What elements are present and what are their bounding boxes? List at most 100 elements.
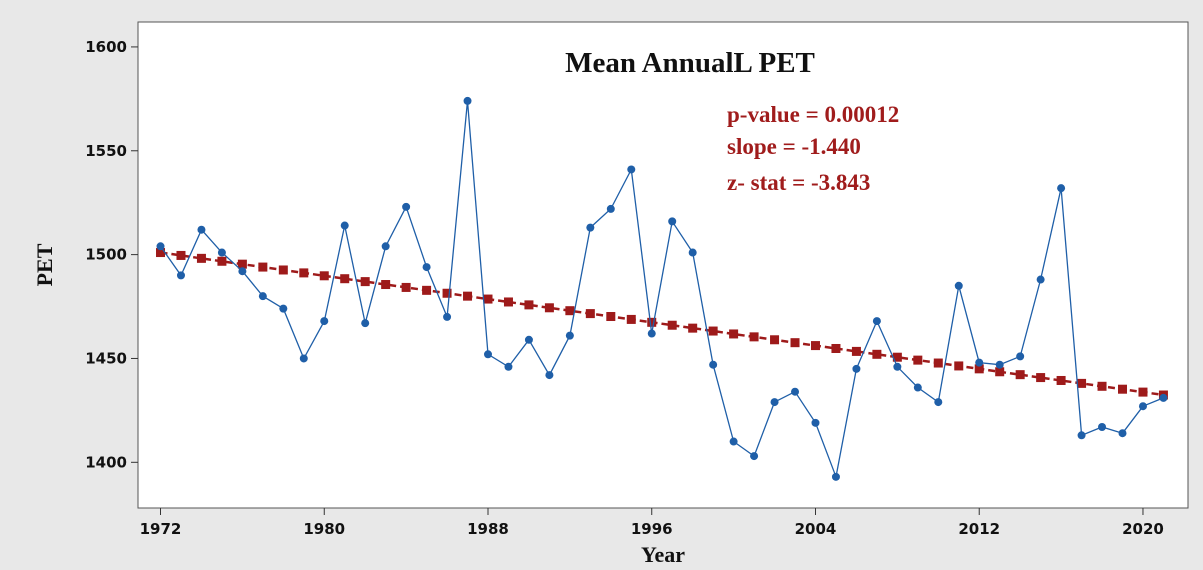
y-tick-label: 1600	[85, 38, 127, 56]
marker	[1057, 184, 1066, 193]
marker	[933, 358, 943, 368]
marker	[667, 320, 677, 330]
marker	[545, 371, 554, 380]
marker	[954, 361, 964, 371]
marker	[484, 350, 492, 359]
marker	[668, 217, 677, 226]
marker	[360, 277, 370, 287]
marker	[852, 364, 861, 373]
marker	[1056, 375, 1066, 385]
marker	[258, 292, 267, 301]
marker	[749, 332, 759, 342]
marker	[606, 204, 615, 213]
marker	[544, 303, 554, 313]
y-tick-label: 1450	[85, 349, 127, 367]
marker	[340, 221, 349, 230]
marker	[524, 335, 533, 344]
marker	[872, 317, 881, 326]
marker	[176, 250, 186, 260]
x-tick-label: 2004	[795, 520, 837, 538]
marker	[729, 329, 739, 339]
marker	[647, 317, 657, 327]
marker	[279, 304, 288, 313]
marker	[1138, 387, 1148, 397]
marker	[320, 317, 329, 326]
y-tick-label: 1400	[85, 453, 127, 471]
marker	[524, 300, 534, 310]
marker	[606, 312, 616, 322]
marker	[217, 256, 227, 266]
x-tick-label: 1996	[631, 520, 673, 538]
marker	[1097, 381, 1107, 391]
marker	[913, 383, 922, 392]
marker	[565, 331, 574, 340]
marker	[381, 280, 391, 290]
marker	[975, 358, 984, 367]
marker	[381, 242, 390, 251]
marker	[483, 294, 493, 304]
marker	[1159, 393, 1168, 402]
marker	[851, 346, 861, 356]
marker	[709, 360, 718, 369]
marker	[770, 398, 779, 407]
marker	[934, 398, 943, 407]
marker	[995, 367, 1005, 377]
x-tick-label: 1980	[303, 520, 345, 538]
marker	[156, 242, 165, 251]
marker	[217, 248, 226, 257]
marker	[196, 253, 206, 263]
marker	[791, 387, 800, 396]
marker	[688, 323, 698, 333]
marker	[1016, 352, 1025, 361]
marker	[237, 259, 247, 269]
marker	[422, 285, 432, 295]
x-tick-label: 2020	[1122, 520, 1164, 538]
marker	[504, 362, 513, 371]
marker	[688, 248, 697, 257]
marker	[1118, 429, 1127, 438]
marker	[729, 437, 738, 446]
x-axis-label: Year	[641, 542, 685, 567]
marker	[1015, 370, 1025, 380]
marker	[1036, 373, 1046, 383]
marker	[319, 271, 329, 281]
marker	[238, 267, 247, 276]
marker	[913, 355, 923, 365]
marker	[811, 418, 820, 427]
annotation: slope = -1.440	[727, 134, 861, 159]
marker	[585, 309, 595, 319]
marker	[463, 96, 472, 105]
marker	[974, 364, 984, 374]
marker	[995, 360, 1004, 369]
marker	[647, 329, 656, 338]
annotation: p-value = 0.00012	[727, 102, 899, 127]
marker	[893, 362, 902, 371]
marker	[626, 314, 636, 324]
marker	[831, 472, 840, 481]
marker	[831, 343, 841, 353]
marker	[586, 223, 595, 232]
x-tick-label: 2012	[958, 520, 1000, 538]
marker	[1118, 384, 1128, 394]
marker	[361, 319, 370, 328]
chart-title: Mean AnnualL PET	[565, 47, 815, 79]
marker	[401, 282, 411, 292]
marker	[278, 265, 288, 275]
marker	[1077, 378, 1087, 388]
marker	[954, 281, 963, 290]
marker	[770, 335, 780, 345]
y-tick-label: 1550	[85, 142, 127, 160]
marker	[463, 291, 473, 301]
marker	[790, 338, 800, 348]
y-axis-label: PET	[32, 243, 57, 286]
marker	[1077, 431, 1086, 440]
marker	[565, 306, 575, 316]
marker	[402, 202, 411, 211]
marker	[340, 274, 350, 284]
marker	[1098, 423, 1107, 431]
marker	[627, 165, 636, 174]
annotation: z- stat = -3.843	[727, 170, 870, 195]
marker	[892, 352, 902, 362]
marker	[810, 341, 820, 351]
